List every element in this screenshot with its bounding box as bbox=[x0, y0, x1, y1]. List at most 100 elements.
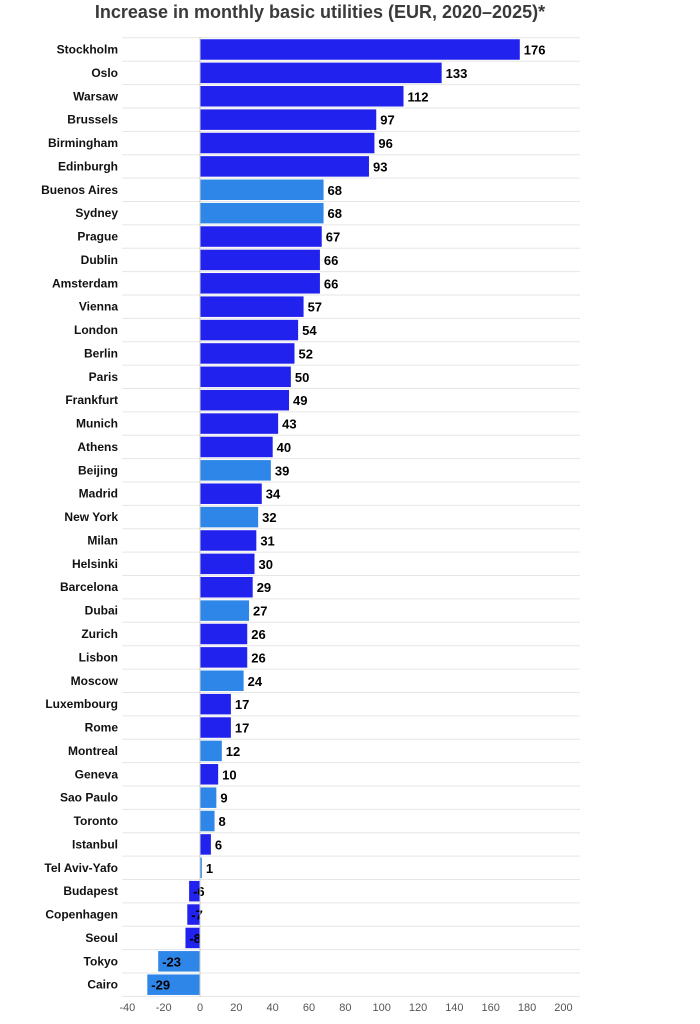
category-label: Dubai bbox=[85, 604, 118, 618]
x-tick-label: 120 bbox=[409, 1002, 427, 1014]
category-label: Sao Paulo bbox=[60, 791, 118, 805]
value-label: 68 bbox=[328, 206, 342, 221]
category-label: Warsaw bbox=[73, 89, 119, 103]
value-label: 17 bbox=[235, 697, 249, 712]
bar bbox=[200, 553, 255, 575]
bar bbox=[200, 296, 304, 317]
bar bbox=[200, 249, 320, 271]
value-label: -23 bbox=[162, 954, 181, 969]
category-label: Istanbul bbox=[72, 837, 118, 851]
value-label: 50 bbox=[295, 370, 309, 385]
category-label: Rome bbox=[85, 721, 119, 735]
bar bbox=[158, 951, 200, 972]
category-label: Beijing bbox=[78, 463, 118, 477]
bar bbox=[200, 86, 404, 107]
value-label: 26 bbox=[251, 627, 265, 642]
x-tick-label: -20 bbox=[156, 1002, 172, 1014]
category-label: Amsterdam bbox=[52, 276, 118, 290]
bar bbox=[147, 974, 200, 995]
bar bbox=[189, 880, 200, 902]
value-label: 12 bbox=[226, 744, 240, 759]
bar bbox=[200, 39, 520, 60]
category-label: Budapest bbox=[63, 884, 118, 898]
category-label: Toronto bbox=[74, 814, 118, 828]
bar bbox=[200, 717, 231, 738]
bar bbox=[200, 623, 248, 645]
value-label: 34 bbox=[266, 487, 281, 502]
value-label: 10 bbox=[222, 767, 236, 782]
category-label: Tokyo bbox=[84, 954, 118, 968]
bar bbox=[200, 179, 324, 201]
category-label: Helsinki bbox=[72, 557, 118, 571]
category-label: Copenhagen bbox=[45, 908, 118, 922]
category-label: Frankfurt bbox=[65, 393, 118, 407]
category-label: Vienna bbox=[79, 300, 118, 314]
bar bbox=[200, 647, 248, 668]
value-label: 66 bbox=[324, 276, 338, 291]
bar bbox=[200, 857, 202, 879]
category-label: Munich bbox=[76, 417, 118, 431]
value-label: 32 bbox=[262, 510, 276, 525]
value-label: 176 bbox=[524, 43, 546, 58]
bar bbox=[185, 927, 200, 949]
x-tick-label: 180 bbox=[518, 1002, 536, 1014]
x-tick-label: 20 bbox=[230, 1002, 242, 1014]
category-label: Buenos Aires bbox=[41, 183, 118, 197]
category-label: Birmingham bbox=[48, 136, 118, 150]
value-label: -29 bbox=[151, 978, 170, 993]
value-label: 6 bbox=[215, 837, 222, 852]
bar bbox=[200, 530, 257, 551]
value-label: 54 bbox=[302, 323, 317, 338]
bar bbox=[200, 506, 259, 528]
category-label: Athens bbox=[77, 440, 118, 454]
category-label: Berlin bbox=[84, 346, 118, 360]
x-tick-label: 80 bbox=[339, 1002, 351, 1014]
value-label: 27 bbox=[253, 604, 267, 619]
category-label: Edinburgh bbox=[58, 159, 118, 173]
bar bbox=[200, 273, 320, 294]
category-label: Barcelona bbox=[60, 580, 118, 594]
category-label: Montreal bbox=[68, 744, 118, 758]
bar bbox=[200, 413, 279, 434]
bar bbox=[200, 109, 377, 130]
value-label: 93 bbox=[373, 159, 387, 174]
category-label: Dublin bbox=[81, 253, 118, 267]
value-label: 57 bbox=[308, 300, 322, 315]
value-label: 43 bbox=[282, 417, 296, 432]
value-label: 40 bbox=[277, 440, 291, 455]
category-label: New York bbox=[64, 510, 118, 524]
category-label: Lisbon bbox=[79, 650, 118, 664]
bar bbox=[200, 436, 273, 458]
category-label: London bbox=[74, 323, 118, 337]
value-label: 26 bbox=[251, 650, 265, 665]
value-label: -8 bbox=[189, 931, 201, 946]
value-label: 96 bbox=[378, 136, 392, 151]
bar bbox=[200, 366, 291, 388]
value-label: 68 bbox=[328, 183, 342, 198]
bar bbox=[200, 740, 222, 762]
bar bbox=[200, 132, 375, 154]
value-label: 24 bbox=[248, 674, 263, 689]
bar bbox=[200, 202, 324, 224]
category-label: Cairo bbox=[87, 978, 118, 992]
value-label: -6 bbox=[193, 884, 205, 899]
x-tick-label: 160 bbox=[482, 1002, 500, 1014]
bar bbox=[200, 389, 290, 411]
bar bbox=[200, 319, 299, 341]
x-tick-label: 100 bbox=[373, 1002, 391, 1014]
value-label: 39 bbox=[275, 463, 289, 478]
value-label: 112 bbox=[408, 89, 429, 104]
category-label: Zurich bbox=[81, 627, 118, 641]
category-label: Oslo bbox=[91, 66, 118, 80]
bar bbox=[200, 62, 442, 84]
value-label: 1 bbox=[206, 861, 213, 876]
category-label: Prague bbox=[77, 230, 118, 244]
x-tick-label: 200 bbox=[554, 1002, 572, 1014]
x-tick-label: 40 bbox=[267, 1002, 279, 1014]
category-label: Seoul bbox=[85, 931, 118, 945]
bar bbox=[200, 600, 250, 621]
x-tick-label: 140 bbox=[445, 1002, 463, 1014]
bar bbox=[200, 483, 262, 504]
category-label: Stockholm bbox=[57, 43, 118, 57]
value-label: 133 bbox=[446, 66, 468, 81]
